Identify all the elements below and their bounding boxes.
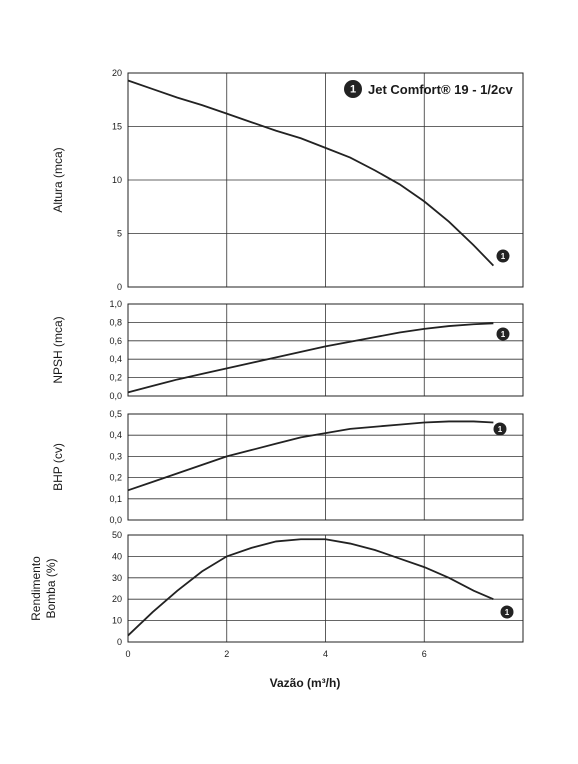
y-tick-label: 0,0 [109, 391, 122, 401]
y-tick-label: 15 [112, 122, 122, 132]
series-line-bhp [127, 420, 494, 492]
legend-label: Jet Comfort® 19 - 1/2cv [368, 82, 513, 97]
y-tick-label: 5 [117, 229, 122, 239]
y-tick-label: 0,0 [109, 515, 122, 525]
x-tick-label: 6 [422, 649, 427, 659]
y-tick-label: 0,8 [109, 317, 122, 327]
y-axis-title-rendimento: Rendimento [29, 556, 43, 621]
panel-rendimento: 0 10 20 30 40 50 1 Rendimento Bomba (%) [29, 530, 524, 647]
legend-marker-circle [344, 80, 362, 98]
series-line-rendimento [127, 538, 494, 637]
panel-frame [127, 413, 524, 521]
y-tick-label: 0 [117, 637, 122, 647]
series-marker-number: 1 [505, 608, 510, 617]
x-tick-label: 4 [323, 649, 328, 659]
y-tick-label: 0 [117, 282, 122, 292]
x-axis: 0 2 4 6 [125, 649, 426, 659]
y-tick-label: 0,4 [109, 354, 122, 364]
x-axis-title: Vazão (m³/h) [270, 676, 341, 690]
panel-frame [127, 303, 524, 397]
series-marker-number: 1 [501, 330, 506, 339]
y-axis-title-bhp: BHP (cv) [51, 443, 65, 491]
y-tick-label: 0,5 [109, 409, 122, 419]
y-tick-label: 0,6 [109, 336, 122, 346]
y-tick-label: 50 [112, 530, 122, 540]
panel-frame [127, 72, 524, 288]
panel-altura: 0 5 10 15 20 1 Altura (mca) [51, 68, 524, 292]
y-tick-label: 30 [112, 573, 122, 583]
y-tick-label: 20 [112, 594, 122, 604]
series-marker-circle [493, 422, 507, 436]
y-tick-label: 1,0 [109, 299, 122, 309]
y-tick-label: 0,3 [109, 451, 122, 461]
panel-npsh: 0,0 0,2 0,4 0,6 0,8 1,0 1 NPSH (mca) [51, 299, 524, 401]
series-marker-circle [496, 249, 510, 263]
y-tick-label: 40 [112, 551, 122, 561]
y-tick-label: 10 [112, 175, 122, 185]
y-axis-title-rendimento: Bomba (%) [44, 558, 58, 618]
series-marker-circle [500, 605, 514, 619]
panel-bhp: 0,0 0,1 0,2 0,3 0,4 0,5 1 BHP (cv) [51, 409, 524, 525]
legend-marker-number: 1 [350, 84, 356, 96]
series-marker-number: 1 [498, 425, 503, 434]
y-tick-label: 20 [112, 68, 122, 78]
legend: 1 Jet Comfort® 19 - 1/2cv [344, 80, 513, 98]
y-tick-label: 10 [112, 616, 122, 626]
y-tick-label: 0,4 [109, 430, 122, 440]
series-marker-circle [496, 327, 510, 341]
series-line-altura [127, 79, 495, 267]
series-line-npsh [127, 322, 494, 394]
y-axis-title-altura: Altura (mca) [51, 147, 65, 212]
y-tick-label: 0,1 [109, 494, 122, 504]
x-tick-label: 2 [224, 649, 229, 659]
series-marker-number: 1 [501, 252, 506, 261]
y-tick-label: 0,2 [109, 373, 122, 383]
y-tick-label: 0,2 [109, 473, 122, 483]
y-axis-title-npsh: NPSH (mca) [51, 316, 65, 383]
x-tick-label: 0 [125, 649, 130, 659]
panel-frame [127, 534, 524, 643]
